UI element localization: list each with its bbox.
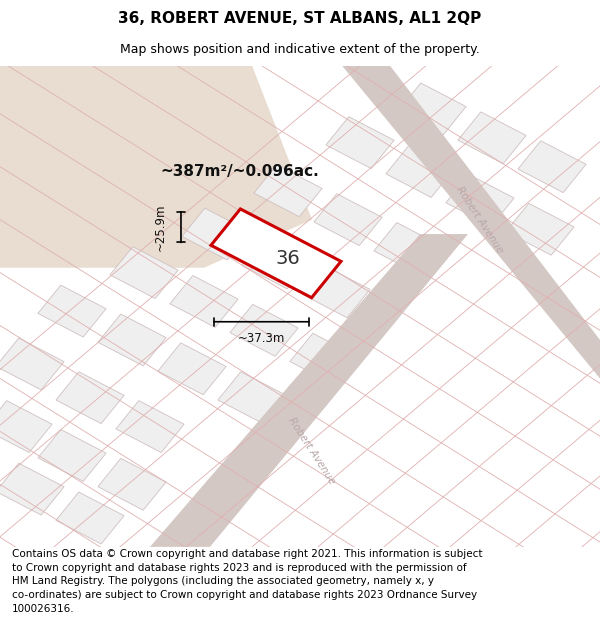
Polygon shape [0,338,64,390]
Polygon shape [150,234,468,547]
Polygon shape [326,117,394,169]
Polygon shape [56,492,124,544]
Polygon shape [158,343,226,395]
Polygon shape [0,66,312,268]
Polygon shape [170,276,238,328]
Text: Contains OS data © Crown copyright and database right 2021. This information is : Contains OS data © Crown copyright and d… [12,549,482,614]
Polygon shape [218,372,286,424]
Polygon shape [254,165,322,217]
Text: ~25.9m: ~25.9m [154,203,166,251]
Text: Robert Avenue: Robert Avenue [455,184,505,255]
Polygon shape [314,194,382,246]
Polygon shape [110,247,178,299]
Polygon shape [0,463,64,515]
Text: 36: 36 [275,249,301,268]
Polygon shape [302,266,370,318]
Text: ~37.3m: ~37.3m [238,332,285,345]
Text: ~387m²/~0.096ac.: ~387m²/~0.096ac. [161,164,319,179]
Polygon shape [518,141,586,192]
Text: Map shows position and indicative extent of the property.: Map shows position and indicative extent… [120,42,480,56]
Polygon shape [211,209,341,298]
Polygon shape [230,304,298,356]
Polygon shape [38,429,106,481]
Polygon shape [116,401,184,452]
Polygon shape [398,83,466,135]
Polygon shape [374,222,442,274]
Text: 36, ROBERT AVENUE, ST ALBANS, AL1 2QP: 36, ROBERT AVENUE, ST ALBANS, AL1 2QP [118,11,482,26]
Polygon shape [38,285,106,337]
Polygon shape [290,333,358,385]
Polygon shape [56,372,124,424]
Text: Robert Avenue: Robert Avenue [287,416,337,486]
Polygon shape [458,112,526,164]
Polygon shape [98,314,166,366]
Polygon shape [342,66,600,378]
Polygon shape [182,208,250,260]
Polygon shape [386,146,454,198]
Polygon shape [446,174,514,226]
Polygon shape [0,401,52,452]
Polygon shape [98,458,166,510]
Polygon shape [506,203,574,255]
Polygon shape [242,237,310,289]
